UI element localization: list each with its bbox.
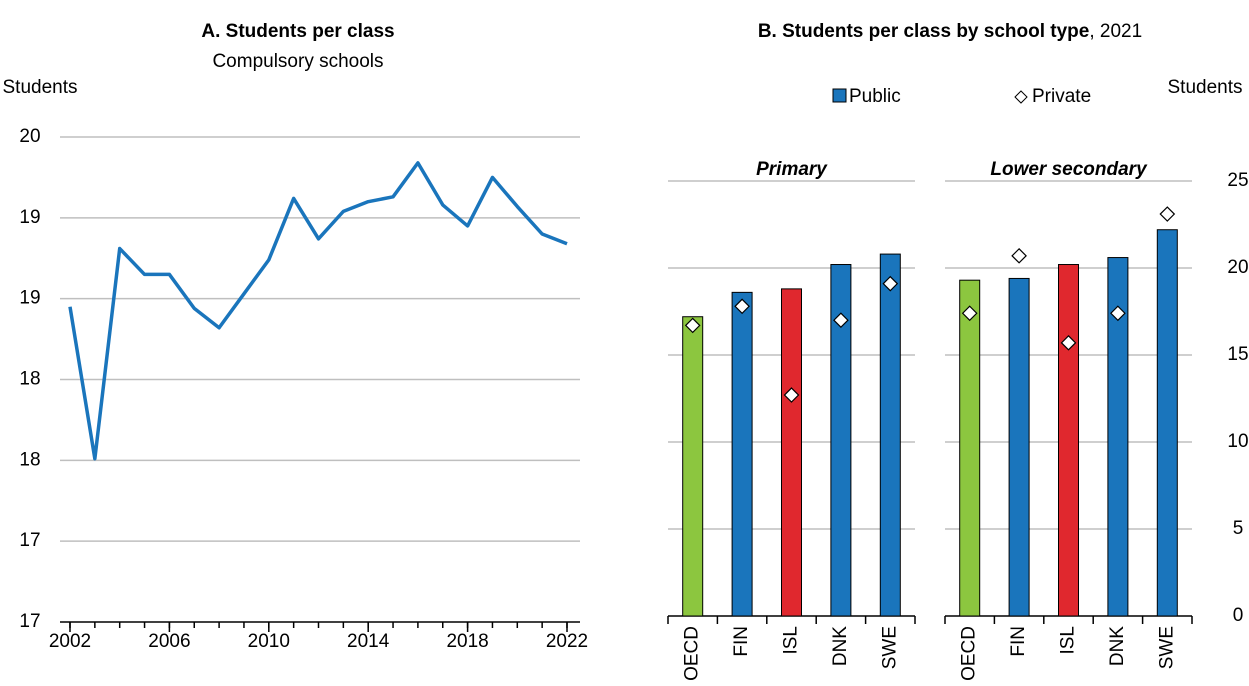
- chart-subtitle: Compulsory schools: [212, 51, 383, 72]
- x-tick-label: 2022: [546, 631, 588, 652]
- y-tick-label: 20: [19, 126, 40, 147]
- legend-label: Private: [1032, 86, 1091, 107]
- legend-swatch: [1014, 90, 1028, 104]
- private-marker: [783, 387, 800, 403]
- y-tick-label: 17: [19, 611, 40, 632]
- chart-title: B. Students per class by school type, 20…: [758, 21, 1142, 42]
- y-tick-label: 20: [1227, 257, 1248, 278]
- x-tick-label: 2010: [248, 631, 290, 652]
- bar: [1107, 257, 1129, 617]
- x-tick-label: 2006: [148, 631, 190, 652]
- legend-label: Public: [849, 86, 901, 107]
- x-tick-label: 2014: [347, 631, 390, 652]
- x-tick-label: DNK: [830, 626, 851, 666]
- panel-title: Lower secondary: [990, 159, 1148, 180]
- x-tick-label: FIN: [731, 626, 752, 657]
- x-tick-label: ISL: [1058, 626, 1079, 655]
- private-marker: [1110, 305, 1126, 322]
- chart-title: A. Students per class: [201, 21, 394, 42]
- y-axis-label: Students: [1168, 77, 1243, 98]
- y-tick-label: 17: [19, 530, 40, 551]
- bar: [1008, 277, 1030, 617]
- x-tick-label: 2018: [446, 631, 488, 652]
- x-tick-label: SWE: [1156, 626, 1177, 669]
- y-tick-label: 15: [1227, 344, 1248, 365]
- y-tick-label: 25: [1227, 170, 1248, 191]
- private-marker: [1060, 334, 1077, 351]
- bar: [1058, 264, 1079, 617]
- private-marker: [833, 312, 849, 329]
- y-tick-label: 19: [19, 207, 40, 228]
- bar: [781, 288, 802, 617]
- line-series: [68, 161, 568, 461]
- private-marker: [882, 275, 899, 292]
- x-tick-label: ISL: [781, 626, 802, 655]
- x-tick-label: OECD: [959, 626, 980, 681]
- private-marker: [961, 305, 978, 322]
- panel-title: Primary: [756, 159, 828, 180]
- bar: [830, 264, 852, 617]
- title-main: B. Students per class by school type: [758, 21, 1090, 42]
- legend-swatch: [832, 88, 847, 103]
- private-marker: [684, 317, 701, 334]
- y-tick-label: 19: [19, 288, 40, 309]
- x-tick-label: 2002: [49, 631, 91, 652]
- title-suffix: , 2021: [1089, 21, 1142, 42]
- x-tick-label: OECD: [682, 626, 703, 681]
- y-tick-label: 18: [19, 369, 40, 390]
- y-axis-label: Students: [3, 77, 78, 98]
- y-tick-label: 18: [19, 449, 40, 470]
- bar: [1156, 229, 1178, 617]
- private-marker: [1011, 247, 1027, 264]
- bar: [879, 253, 901, 617]
- private-marker: [1159, 206, 1176, 222]
- y-tick-label: 5: [1233, 518, 1244, 539]
- x-tick-label: SWE: [879, 626, 900, 669]
- bar: [731, 291, 753, 617]
- x-tick-label: DNK: [1107, 626, 1128, 666]
- y-tick-label: 0: [1233, 605, 1244, 626]
- private-marker: [734, 298, 750, 315]
- x-tick-label: FIN: [1008, 626, 1029, 657]
- y-tick-label: 10: [1227, 431, 1248, 452]
- bar: [682, 316, 704, 617]
- bar: [959, 279, 981, 617]
